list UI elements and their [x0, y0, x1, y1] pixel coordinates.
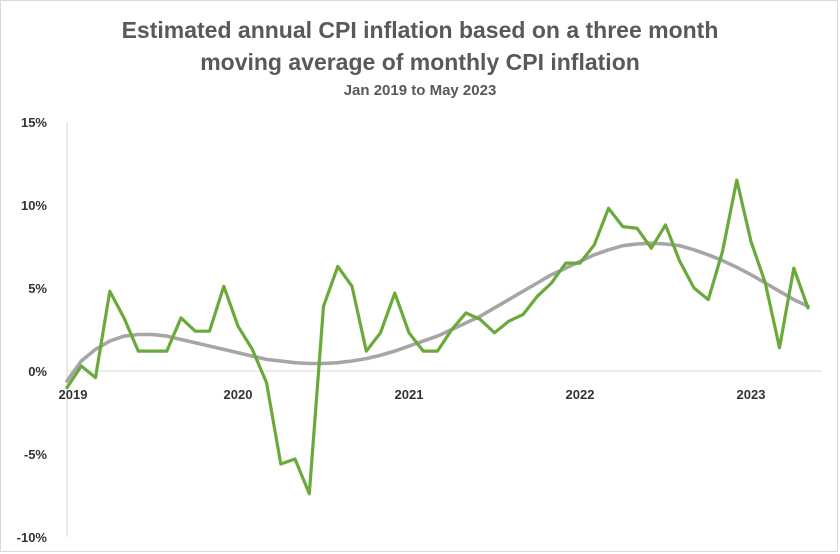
x-tick-label: 2019 [59, 387, 88, 402]
y-tick-label: -10% [17, 530, 48, 545]
x-tick-label: 2023 [737, 387, 766, 402]
y-tick-label: 10% [21, 198, 47, 213]
x-tick-label: 2022 [566, 387, 595, 402]
chart-subtitle: Jan 2019 to May 2023 [343, 82, 497, 99]
x-tick-label: 2021 [395, 387, 424, 402]
series-line-cpi-inflation [65, 178, 810, 496]
chart-title-line-2: moving average of monthly CPI inflation [200, 49, 640, 75]
series-line-trend [65, 241, 810, 383]
y-tick-label: -5% [24, 447, 48, 462]
x-tick-label: 2020 [224, 387, 253, 402]
y-tick-label: 15% [21, 115, 47, 130]
y-tick-label: 5% [28, 281, 47, 296]
y-tick-label: 0% [28, 364, 47, 379]
chart-title-line-1: Estimated annual CPI inflation based on … [121, 17, 719, 43]
